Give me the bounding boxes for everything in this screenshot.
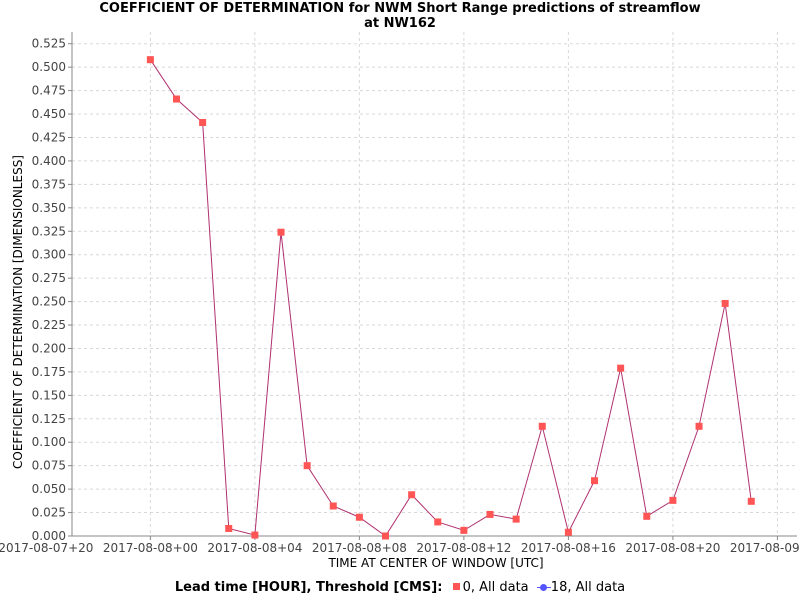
y-tick-label: 0.125	[32, 412, 66, 426]
y-tick-label: 0.500	[32, 60, 66, 74]
data-point	[382, 532, 390, 540]
x-tick-label: 2017-08-08+00	[103, 541, 198, 555]
data-point	[460, 526, 468, 534]
y-tick-label: 0.525	[32, 37, 66, 51]
data-point	[199, 118, 207, 126]
data-point	[146, 56, 154, 64]
y-tick-label: 0.175	[32, 365, 66, 379]
chart-title-line2: at NW162	[364, 16, 436, 31]
legend: Lead time [HOUR], Threshold [CMS]: 0, Al…	[0, 580, 800, 595]
data-point	[617, 364, 625, 372]
x-tick-label: 2017-08-08+04	[207, 541, 302, 555]
data-point	[643, 512, 651, 520]
y-tick-label: 0.450	[32, 107, 66, 121]
y-tick-label: 0.325	[32, 224, 66, 238]
x-axis-label: TIME AT CENTER OF WINDOW [UTC]	[328, 556, 544, 570]
y-axis-label: COEFFICIENT OF DETERMINATION [DIMENSIONL…	[11, 155, 25, 469]
data-point	[669, 496, 677, 504]
data-point	[747, 497, 755, 505]
y-tick-label: 0.150	[32, 388, 66, 402]
data-point	[251, 531, 259, 539]
y-tick-label: 0.000	[32, 529, 66, 543]
series-line-0	[149, 59, 752, 537]
data-point	[225, 524, 233, 532]
data-point	[173, 95, 181, 103]
legend-circle-marker-icon	[536, 583, 551, 593]
data-point	[591, 477, 599, 485]
y-tick-label: 0.075	[32, 459, 66, 473]
x-tick-labels: 2017-08-07+20 2017-08-08+00 2017-08-08+04 2…	[0, 541, 800, 555]
y-tick-label: 0.350	[32, 201, 66, 215]
legend-item-series-0: 0, All data	[451, 580, 533, 595]
x-tick-label: 2017-08-08+12	[416, 541, 511, 555]
y-tick-label: 0.300	[32, 248, 66, 262]
y-tick-label: 0.425	[32, 130, 66, 144]
y-tick-label: 0.050	[32, 482, 66, 496]
data-point	[512, 515, 520, 523]
data-point	[303, 462, 311, 470]
y-tick-label: 0.475	[32, 84, 66, 98]
data-point	[277, 228, 285, 236]
legend-square-marker-icon	[452, 583, 460, 590]
y-tick-label: 0.250	[32, 295, 66, 309]
y-tick-labels: 0.000 0.025 0.050 0.075 0.100 0.125 0.150 0.175…	[32, 37, 66, 543]
y-tick-label: 0.025	[32, 506, 66, 520]
data-point	[721, 299, 729, 307]
data-point	[434, 518, 442, 526]
legend-label-series-1: 18, All data	[550, 580, 626, 595]
data-point	[695, 422, 703, 430]
legend-item-series-1: 18, All data	[536, 580, 626, 595]
chart-title-line1: COEFFICIENT OF DETERMINATION for NWM Sho…	[99, 1, 701, 16]
data-point	[486, 510, 494, 518]
x-tick-label: 2017-08-07+20	[0, 541, 93, 555]
data-point	[355, 513, 363, 521]
y-tick-label: 0.225	[32, 318, 66, 332]
data-point	[538, 422, 546, 430]
x-tick-label: 2017-08-09+00	[730, 541, 800, 555]
y-tick-label: 0.375	[32, 177, 66, 191]
y-tick-label: 0.275	[32, 271, 66, 285]
legend-title: Lead time [HOUR], Threshold [CMS]:	[174, 580, 443, 595]
y-tick-label: 0.200	[32, 341, 66, 355]
data-point	[329, 502, 337, 510]
axes	[68, 32, 797, 540]
data-point	[408, 491, 416, 499]
chart-title: COEFFICIENT OF DETERMINATION for NWM Sho…	[0, 1, 800, 31]
x-tick-label: 2017-08-08+16	[521, 541, 616, 555]
y-tick-label: 0.400	[32, 154, 66, 168]
grid-lines	[72, 32, 797, 537]
x-tick-label: 2017-08-08+08	[312, 541, 407, 555]
data-point	[564, 528, 572, 536]
y-tick-label: 0.100	[32, 435, 66, 449]
legend-label-series-0: 0, All data	[462, 580, 529, 595]
data-series	[146, 56, 755, 540]
x-tick-label: 2017-08-08+20	[625, 541, 720, 555]
